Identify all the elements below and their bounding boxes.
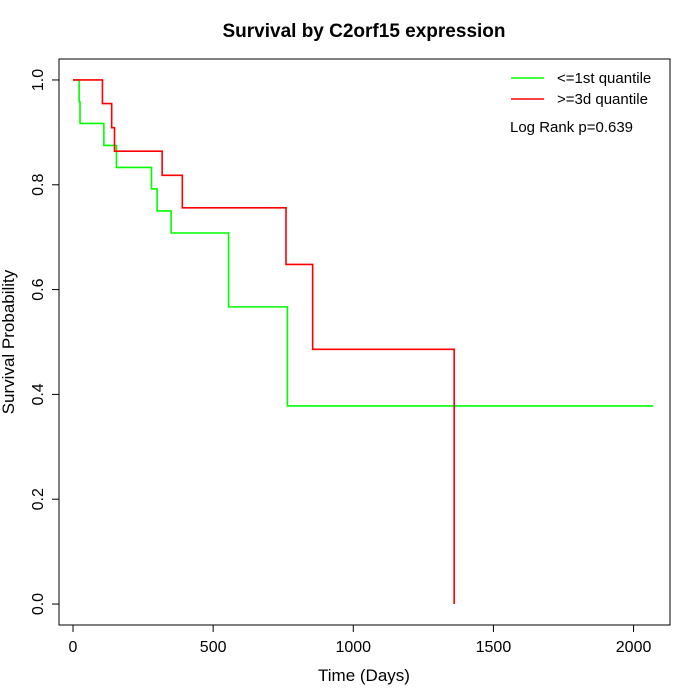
x-tick-label: 2000: [616, 639, 652, 656]
x-axis-label: Time (Days): [318, 666, 410, 685]
y-tick-label: 0.6: [30, 278, 47, 300]
survival-curve-high: [73, 79, 455, 605]
y-tick-label: 0.4: [30, 383, 47, 405]
survival-curve-low: [73, 79, 654, 407]
y-tick-label: 0.2: [30, 488, 47, 510]
legend-label: >=3d quantile: [557, 91, 648, 108]
legend-label: <=1st quantile: [557, 70, 651, 87]
x-tick-label: 1500: [476, 639, 512, 656]
log-rank-annotation: Log Rank p=0.639: [510, 119, 633, 136]
y-tick-label: 1.0: [30, 69, 47, 91]
chart-title: Survival by C2orf15 expression: [222, 21, 505, 42]
y-axis: 0.0 0.2 0.4 0.6 0.8 1.0: [30, 69, 60, 615]
x-tick-label: 0: [69, 639, 78, 656]
legend: <=1st quantile >=3d quantile: [511, 70, 651, 108]
x-tick-label: 1000: [335, 639, 371, 656]
x-tick-label: 500: [200, 639, 227, 656]
y-tick-label: 0.8: [30, 174, 47, 196]
y-axis-label: Survival Probability: [0, 269, 18, 414]
x-axis: 0 500 1000 1500 2000: [69, 624, 652, 656]
plot-frame: [58, 58, 671, 626]
series-layer: [73, 79, 654, 605]
y-tick-label: 0.0: [30, 593, 47, 615]
